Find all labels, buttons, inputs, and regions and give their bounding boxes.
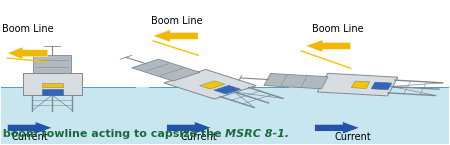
Text: Boom Line: Boom Line [151, 16, 202, 26]
Text: Current: Current [335, 132, 372, 142]
Text: Boom Line: Boom Line [312, 24, 364, 34]
Polygon shape [153, 30, 198, 42]
FancyBboxPatch shape [132, 59, 200, 81]
Text: Boom Line: Boom Line [2, 24, 54, 34]
Polygon shape [306, 40, 351, 52]
FancyBboxPatch shape [351, 81, 370, 88]
Polygon shape [7, 47, 48, 59]
FancyBboxPatch shape [214, 85, 241, 94]
Polygon shape [166, 122, 212, 134]
Text: The forces of the current and boom towline acting to capsize the: The forces of the current and boom towli… [0, 129, 225, 139]
Polygon shape [315, 122, 360, 134]
FancyBboxPatch shape [22, 73, 82, 95]
Text: Current: Current [180, 132, 217, 142]
FancyBboxPatch shape [42, 89, 63, 95]
FancyBboxPatch shape [42, 83, 63, 87]
Text: Current: Current [12, 132, 49, 142]
Bar [1, 87, 449, 144]
FancyBboxPatch shape [317, 73, 398, 96]
FancyBboxPatch shape [264, 74, 328, 89]
Text: MSRC 8-1.: MSRC 8-1. [225, 129, 289, 139]
Polygon shape [7, 122, 52, 134]
FancyBboxPatch shape [371, 82, 392, 90]
FancyBboxPatch shape [199, 81, 225, 89]
FancyBboxPatch shape [33, 55, 72, 73]
FancyBboxPatch shape [164, 69, 256, 99]
